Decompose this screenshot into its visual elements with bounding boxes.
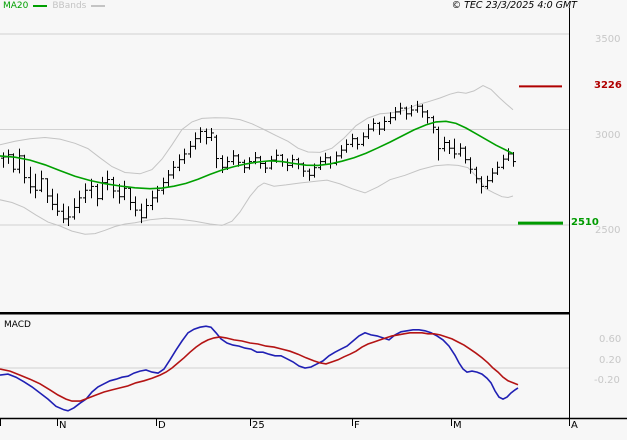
- macd-panel-label: MACD: [4, 320, 31, 330]
- macd-tick-0.60: 0.60: [599, 334, 622, 346]
- level-label-3226: 3226: [594, 80, 622, 92]
- price-tick-3000: 3000: [595, 129, 621, 141]
- candlesticks: [1, 100, 516, 226]
- time-tick-D: D: [158, 420, 166, 431]
- time-tick-M: M: [453, 420, 462, 431]
- copyright-text: © TEC 23/3/2025 4:0 GMT: [451, 0, 577, 11]
- legend-bbands-line-swatch: [91, 5, 106, 7]
- level-label-2510: 2510: [571, 217, 599, 229]
- macd-tick--0.20: -0.20: [594, 375, 620, 387]
- price-tick-3500: 3500: [595, 34, 621, 45]
- legend-ma20-label: MA20: [3, 1, 29, 11]
- bollinger-bands: [0, 85, 514, 235]
- time-tick-25: 25: [252, 420, 265, 431]
- support-resistance-levels: [518, 85, 563, 225]
- ma20-line: [0, 120, 514, 190]
- macd-tick-0.20: 0.20: [599, 354, 622, 366]
- legend-bbands-label: BBands: [52, 1, 87, 11]
- legend-ma20-line-swatch: [33, 5, 48, 7]
- macd-lines: [0, 325, 569, 412]
- time-tick-A: A: [571, 420, 578, 431]
- time-tick-N: N: [59, 420, 67, 431]
- gridlines: [0, 33, 569, 226]
- price-tick-2500: 2500: [595, 225, 621, 236]
- legend: MA20 BBands: [3, 1, 106, 11]
- time-tick-F: F: [354, 420, 360, 431]
- axes-frame: [0, 8, 627, 426]
